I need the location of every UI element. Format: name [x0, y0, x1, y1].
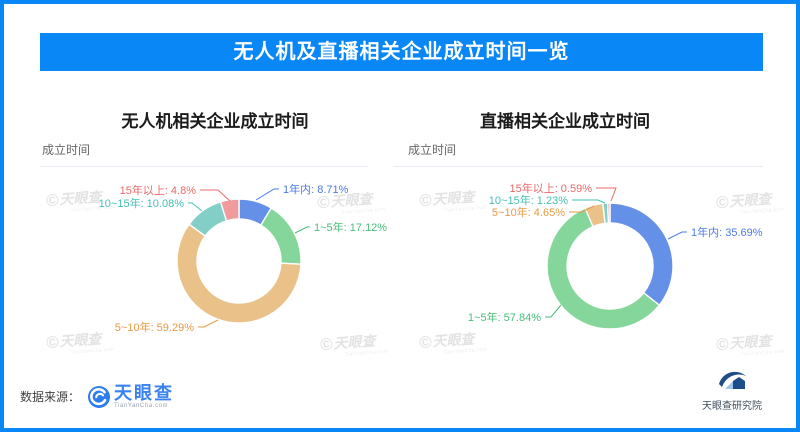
institute-swoosh-icon	[719, 371, 746, 389]
panel-divider-right	[393, 166, 763, 167]
pie-label: 10~15年: 1.23%	[489, 193, 568, 207]
tianyancha-watermark: ©天眼查 TianYanCha.com	[316, 190, 386, 216]
pie-segment	[176, 223, 302, 324]
tianyancha-watermark: ©天眼查 TianYanCha.com	[418, 330, 488, 356]
tianyancha-watermark: ©天眼查 TianYanCha.com	[418, 188, 488, 214]
tianyancha-watermark: ©天眼查 TianYanCha.com	[715, 332, 785, 358]
chart-title-drone: 无人机相关企业成立时间	[121, 112, 309, 131]
tianyancha-watermark: ©天眼查 TianYanCha.com	[45, 330, 115, 356]
tianyancha-watermark: ©天眼查 TianYanCha.com	[45, 188, 115, 214]
pie-segment	[219, 198, 240, 222]
label-leader-line	[255, 188, 279, 201]
pie-segment	[188, 200, 228, 238]
chart-title-livestream: 直播相关企业成立时间	[480, 112, 650, 131]
data-source: 数据来源： 天眼查 TianYanCha.com	[20, 384, 174, 409]
pie-segment	[546, 207, 661, 330]
label-leader-line	[188, 202, 203, 212]
label-leader-line	[572, 199, 606, 204]
pie-label: 15年以上: 0.59%	[509, 181, 592, 195]
tianyancha-watermark: ©天眼查 TianYanCha.com	[715, 190, 785, 216]
pie-label: 5~10年: 59.29%	[115, 320, 194, 334]
pie-label: 1~5年: 17.12%	[314, 220, 387, 234]
pie-segment	[238, 198, 273, 227]
pie-label: 15年以上: 4.8%	[120, 183, 197, 197]
label-leader-line	[198, 319, 219, 328]
label-leader-line	[200, 189, 231, 202]
tianyancha-watermark: ©天眼查 TianYanCha.com	[319, 332, 389, 358]
pie-segment	[259, 207, 302, 265]
brand-name: 天眼查	[114, 383, 175, 403]
label-leader-line	[545, 304, 562, 318]
tianyancha-eye-icon	[88, 385, 111, 408]
institute-name: 天眼查研究院	[702, 401, 762, 412]
pie-label: 5~10年: 4.65%	[492, 205, 565, 219]
label-leader-line	[569, 205, 595, 213]
panel-divider-left	[40, 166, 368, 167]
chart-subtitle-drone: 成立时间	[42, 143, 91, 157]
brand-domain: TianYanCha.com	[114, 403, 169, 409]
pie-segment	[584, 202, 606, 228]
pie-label: 1年内: 35.69%	[691, 225, 763, 239]
page-title: 无人机及直播相关企业成立时间一览	[233, 41, 570, 63]
pie-segment	[609, 202, 674, 307]
pie-segment	[606, 202, 611, 224]
tianyancha-logo: 天眼查 TianYanCha.com	[88, 384, 174, 409]
label-leader-line	[294, 226, 310, 234]
institute-logo: 天眼查研究院	[700, 368, 764, 412]
pie-label: 1~5年: 57.84%	[468, 310, 541, 324]
label-leader-line	[596, 187, 617, 202]
label-leader-line	[667, 231, 687, 240]
page-title-banner: 无人机及直播相关企业成立时间一览	[40, 33, 763, 71]
chart-subtitle-livestream: 成立时间	[408, 143, 457, 157]
pie-segment	[602, 202, 610, 225]
data-source-label: 数据来源：	[20, 390, 81, 404]
